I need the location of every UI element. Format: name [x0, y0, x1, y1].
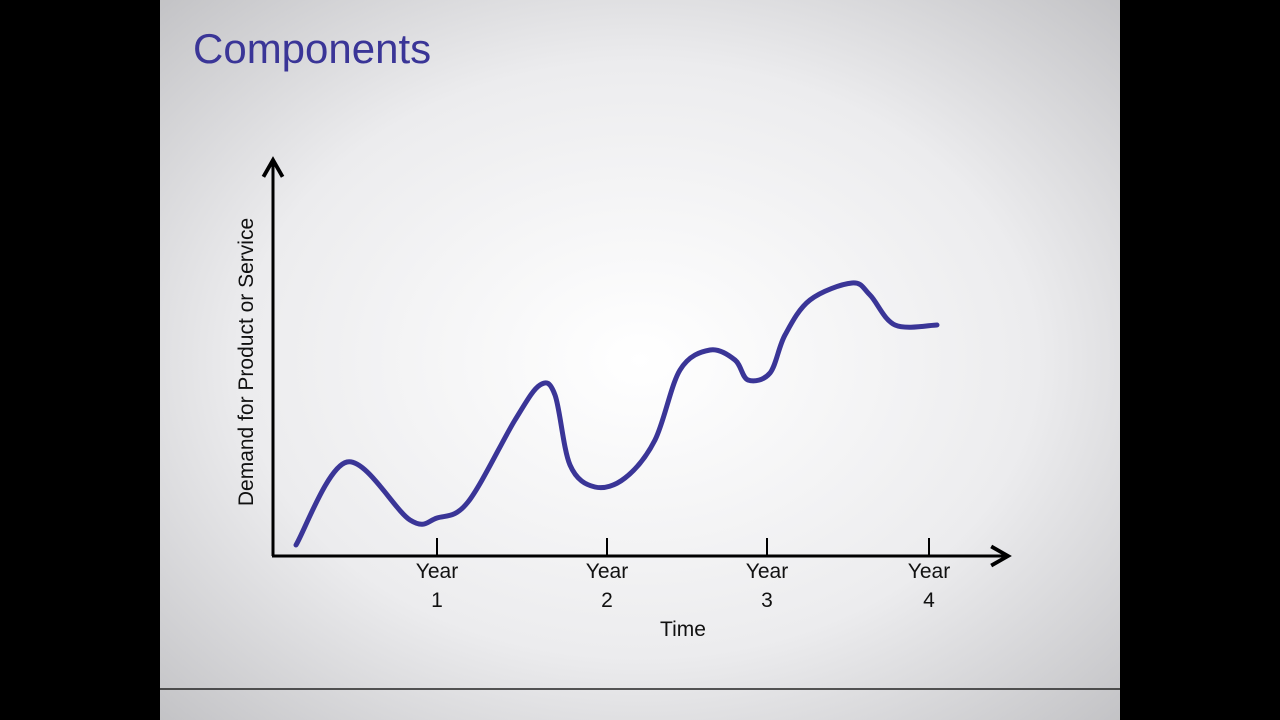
demand-curve — [293, 280, 940, 548]
y-axis-label: Demand for Product or Service — [235, 218, 258, 506]
tick-label: Year — [908, 560, 950, 583]
x-axis-label: Time — [660, 618, 706, 641]
tick-label: Year — [746, 560, 788, 583]
slide-background — [160, 0, 1120, 720]
tick-label: 2 — [601, 589, 613, 612]
tick-label: 3 — [761, 589, 773, 612]
slide-title: Components — [193, 25, 431, 72]
tick-label: Year — [416, 560, 458, 583]
tick-label: 1 — [431, 589, 443, 612]
tick-label: 4 — [923, 589, 935, 612]
tick-label: Year — [586, 560, 628, 583]
x-ticks: Year 1 Year 2 Year 3 Year 4 — [416, 538, 950, 612]
